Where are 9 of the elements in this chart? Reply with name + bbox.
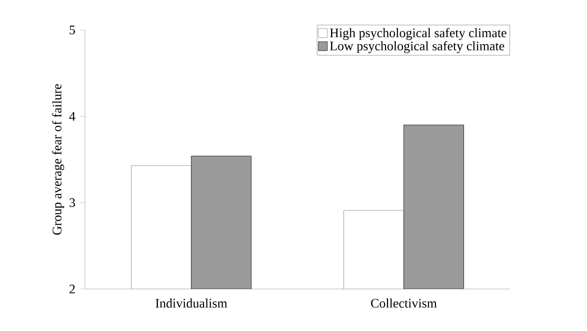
x-tick-label: Individualism	[156, 298, 228, 308]
y-tick-label: 5	[70, 26, 75, 34]
y-tick-label: 2	[70, 284, 75, 294]
y-tick-label: 4	[69, 112, 76, 121]
legend-label: Low psychological safety climate	[330, 41, 504, 54]
y-axis-title: Group average fear of failure	[52, 84, 64, 235]
legend-label: High psychological safety climate	[330, 28, 506, 40]
x-tick-label: Collectivism	[371, 298, 437, 308]
y-tick-label: 3	[70, 198, 75, 208]
